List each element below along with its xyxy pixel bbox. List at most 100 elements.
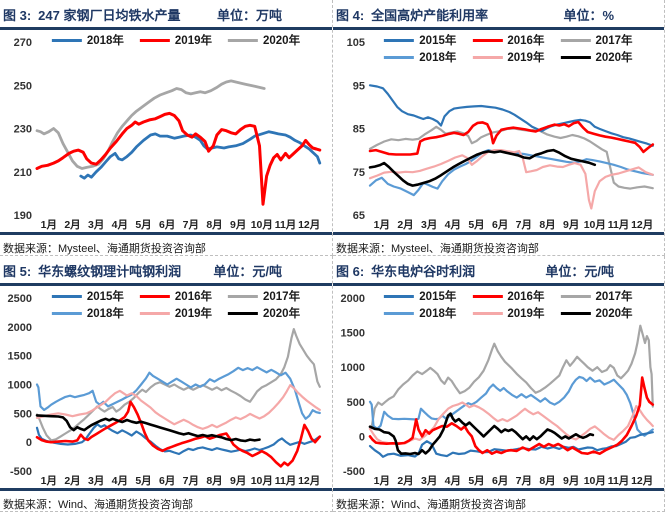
x-tick-label: 9月 — [230, 219, 246, 231]
x-tick-label: 10月 — [584, 219, 606, 231]
source-vendor: Mysteel — [391, 243, 429, 255]
y-tick-label: 2000 — [341, 293, 365, 305]
legend-swatch — [51, 311, 82, 315]
source-suffix: 、海通期货投资咨询部 — [428, 243, 539, 255]
legend-item: 2020年 — [560, 49, 633, 65]
series-line-2017年 — [35, 327, 321, 442]
x-tick-label: 8月 — [206, 475, 222, 487]
source-suffix: 、海通期货投资咨询部 — [416, 499, 527, 511]
legend-swatch — [384, 294, 415, 298]
y-tick-label: 105 — [347, 37, 365, 49]
x-tick-label: 1月 — [41, 475, 57, 487]
chart-area: 2000 1500 1000 500 0 -500 1月 2月 3月 4月 5月 6月 7月 8月 9月 10… — [333, 286, 664, 488]
y-tick-label: 500 — [14, 408, 32, 420]
panel-fig6: 图 6: 华东电炉谷时利润 单位：元/吨 2000 1500 1000 500 0 -50… — [333, 256, 665, 512]
panel-header: 图 6: 华东电炉谷时利润 单位：元/吨 — [333, 256, 664, 283]
y-tick-label: 1000 — [341, 362, 365, 374]
chart-area: 2500 2000 1500 1000 500 0 -500 1月 2月 3月 4月 5月 6月 7月 8月… — [0, 286, 332, 488]
legend-label: 2017年 — [595, 291, 633, 303]
x-tick-label: 11月 — [275, 475, 297, 487]
legend-row: 2015年 2016年 2017年 — [384, 288, 633, 304]
series-line-2016年 — [368, 376, 655, 455]
figure-unit-label: 单位：% — [563, 8, 614, 23]
legend-swatch — [560, 38, 591, 42]
x-tick-label: 7月 — [516, 219, 532, 231]
y-tick-label: 270 — [14, 37, 32, 49]
source-prefix: 数据来源： — [336, 243, 391, 255]
x-tick-label: 2月 — [397, 219, 413, 231]
legend-item: 2016年 — [472, 288, 544, 304]
series-line-2018年 — [368, 375, 654, 437]
legend-label: 2015年 — [419, 291, 457, 303]
legend-row: 2018年 2019年 2020年 — [384, 305, 633, 321]
y-tick-label: 2500 — [8, 293, 32, 305]
x-tick-label: 3月 — [421, 475, 437, 487]
x-tick-label: 3月 — [421, 219, 437, 231]
header-divider — [0, 27, 332, 30]
x-tick-label: 8月 — [206, 219, 222, 231]
y-tick-label: -500 — [10, 466, 32, 478]
legend-item: 2017年 — [228, 288, 300, 304]
y-tick-label: 1000 — [8, 380, 32, 392]
legend-label: 2019年 — [507, 308, 545, 320]
legend-label: 2016年 — [507, 35, 545, 47]
legend-label: 2020年 — [595, 308, 633, 320]
footer-divider — [0, 232, 332, 235]
legend-label: 2015年 — [86, 291, 124, 303]
legend-swatch — [560, 311, 591, 315]
x-tick-label: 5月 — [135, 219, 151, 231]
figure-unit-label: 单位：元/吨 — [545, 264, 614, 279]
x-tick-label: 5月 — [135, 475, 151, 487]
y-tick-label: 0 — [26, 437, 32, 449]
legend-item: 2015年 — [51, 288, 124, 304]
figure-unit-label: 单位：万吨 — [216, 8, 282, 23]
x-tick-label: 5月 — [468, 219, 484, 231]
source-prefix: 数据来源： — [336, 499, 391, 511]
source-suffix: 、海通期货投资咨询部 — [83, 499, 194, 511]
x-tick-label: 2月 — [64, 475, 80, 487]
legend-label: 2017年 — [263, 291, 301, 303]
y-tick-label: 190 — [14, 210, 32, 222]
y-tick-label: 75 — [353, 167, 365, 179]
legend-swatch — [384, 38, 415, 42]
x-tick-label: 2月 — [397, 475, 413, 487]
y-tick-label: 0 — [359, 431, 365, 443]
x-tick-label: 9月 — [563, 219, 579, 231]
series-line-2016年 — [368, 120, 655, 156]
legend-swatch — [472, 38, 503, 42]
source-prefix: 数据来源： — [3, 499, 58, 511]
y-tick-label: 500 — [347, 397, 365, 409]
legend-item: 2020年 — [560, 305, 633, 321]
figure-title: 247 家钢厂日均铁水产量 — [38, 8, 181, 23]
legend-item: 2019年 — [472, 49, 544, 65]
source-vendor: Wind — [58, 499, 84, 511]
legend-item: 2018年 — [51, 305, 124, 321]
legend-label: 2019年 — [507, 52, 545, 64]
line-chart: 270 250 230 210 190 1月 2月 3月 4月 5月 6月 7月 8月 9月 10月 11月 1… — [14, 37, 322, 231]
legend-swatch — [139, 38, 170, 42]
legend-label: 2017年 — [595, 35, 633, 47]
x-tick-label: 3月 — [88, 219, 104, 231]
header-divider — [333, 283, 664, 286]
series-line-2020年 — [35, 79, 266, 170]
series-line-2016年 — [35, 400, 322, 468]
line-chart: 2000 1500 1000 500 0 -500 1月 2月 3月 4月 5月 6月 7月 8月 9月 10… — [341, 293, 655, 487]
figure-number: 图 5: — [3, 264, 32, 279]
chart-legend: 2015年 2016年 2017年 2018年 2019年 2020年 — [51, 288, 300, 321]
x-tick-label: 9月 — [230, 475, 246, 487]
panel-fig5: 图 5: 华东螺纹钢理计吨钢利润 单位：元/吨 2500 2000 1500 1000… — [0, 256, 333, 512]
legend-swatch — [560, 55, 591, 59]
x-tick-label: 4月 — [112, 475, 128, 487]
figure-title: 全国高炉产能利用率 — [371, 8, 489, 23]
source-suffix: 、海通期货投资咨询部 — [95, 243, 206, 255]
legend-item: 2016年 — [472, 32, 544, 48]
legend-swatch — [472, 311, 503, 315]
legend-item: 2016年 — [139, 288, 212, 304]
series-line-2017年 — [368, 125, 654, 190]
legend-item: 2018年 — [384, 49, 456, 65]
figure-number: 图 3: — [3, 8, 32, 23]
x-tick-label: 7月 — [183, 219, 199, 231]
footer-divider — [0, 488, 332, 491]
legend-label: 2018年 — [419, 52, 457, 64]
